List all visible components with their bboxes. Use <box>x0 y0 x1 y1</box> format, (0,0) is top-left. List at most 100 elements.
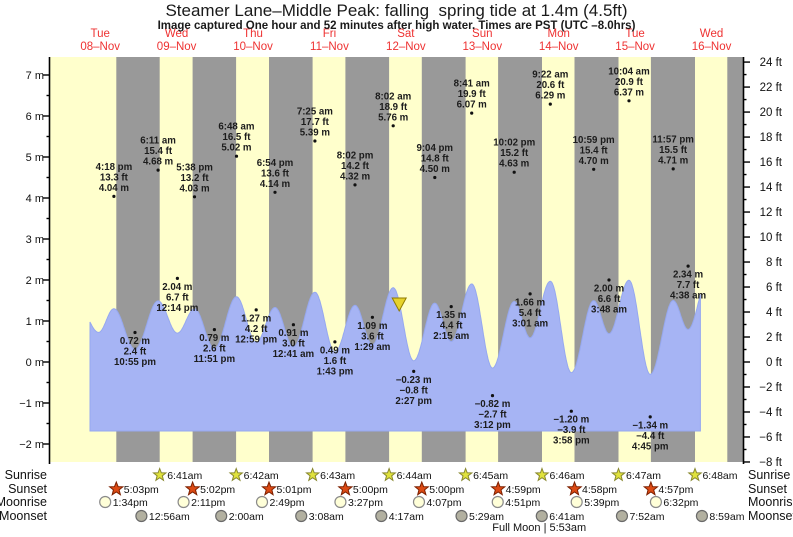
moonset-icon <box>135 509 148 523</box>
sunrise-time: 6:43am <box>320 470 355 482</box>
day-name: Thu <box>243 28 263 40</box>
tide-annotation: 8:02 am <box>375 91 411 102</box>
day-date: 11–Nov <box>310 41 349 53</box>
tide-point-group: 1.35 m4.4 ft2:15 am <box>433 305 470 342</box>
right-tick-label: 18 ft <box>760 132 783 144</box>
row-label-moonset-right: Moonset <box>748 509 793 523</box>
tide-point-group: −1.34 m−4.4 ft4:45 pm <box>632 415 669 452</box>
tide-annotation: 4.03 m <box>179 183 210 194</box>
tide-annotation: 10:55 pm <box>114 357 156 368</box>
right-tick-label: 24 ft <box>760 57 783 69</box>
moonset-icon <box>535 509 548 523</box>
moonrise-time: 4:51pm <box>505 497 540 509</box>
day-name: Sat <box>397 28 415 40</box>
right-tick-label: −4 ft <box>759 407 783 419</box>
tide-annotation: 0.49 m <box>320 345 351 356</box>
tide-annotation: 4:38 am <box>670 291 706 302</box>
day-name: Fri <box>323 28 336 40</box>
tide-point <box>592 167 596 171</box>
tide-point <box>133 330 137 335</box>
moonset-time: 12:56am <box>149 511 190 523</box>
tide-annotation: −4.4 ft <box>636 431 665 442</box>
tide-annotation: −0.82 m <box>475 399 511 410</box>
tide-annotation: 6.6 ft <box>598 294 621 305</box>
tide-point <box>333 340 337 344</box>
tide-annotation: 5.39 m <box>300 128 331 139</box>
day-name: Mon <box>548 28 570 40</box>
right-tick-label: 0 ft <box>766 357 783 369</box>
tide-point-group: 1.66 m5.4 ft3:01 am <box>512 292 549 329</box>
moonrise-icon <box>649 495 663 509</box>
day-date: 14–Nov <box>539 41 579 53</box>
tide-annotation: 3:58 pm <box>553 436 590 447</box>
row-label-sunrise-right: Sunrise <box>748 468 790 482</box>
tide-annotation: 10:04 am <box>608 66 650 77</box>
right-tick-label: 10 ft <box>760 232 783 244</box>
tide-point <box>569 409 573 413</box>
day-date: 10–Nov <box>233 41 273 53</box>
right-tick-label: 16 ft <box>760 157 783 169</box>
tide-annotation: −0.23 m <box>396 375 432 386</box>
sunset-time: 4:59pm <box>506 484 541 496</box>
sunrise-time: 6:44am <box>397 470 432 482</box>
tide-annotation: 6.37 m <box>614 87 645 98</box>
moonrise-icon <box>177 495 190 509</box>
tide-curve-area <box>89 279 701 432</box>
sunrise-time: 6:41am <box>167 470 202 482</box>
left-tick-label: 2 m <box>26 275 44 287</box>
sunrise-icon <box>381 467 397 482</box>
left-tick-label: 6 m <box>26 111 44 123</box>
tide-annotation: 4.2 ft <box>245 324 268 335</box>
tide-point <box>156 168 160 172</box>
tide-annotation: 1.6 ft <box>324 356 347 367</box>
sunrise-icon <box>305 467 321 482</box>
tide-point <box>686 264 690 268</box>
tide-point-group: −1.20 m−3.9 ft3:58 pm <box>553 409 590 447</box>
tide-annotation: 7.7 ft <box>677 280 700 291</box>
tide-annotation: 12:59 pm <box>235 334 277 345</box>
sunrise-icon <box>687 467 703 482</box>
tide-annotation: 2:27 pm <box>395 396 432 407</box>
day-name: Wed <box>165 28 188 40</box>
left-axis-ticks: −2 m −1 m 0 m 1 m 2 m 3 m 4 m 5 m 6 m 7 m <box>19 70 50 451</box>
tide-annotation: 2.4 ft <box>124 346 147 357</box>
tide-annotation: 10:59 pm <box>573 135 615 146</box>
right-tick-label: 20 ft <box>760 107 783 119</box>
tide-point <box>548 102 552 106</box>
tide-annotation: 8:02 pm <box>337 150 374 161</box>
tide-point <box>175 276 179 280</box>
tide-point <box>433 175 437 180</box>
moonrise-time: 2:11pm <box>191 497 225 509</box>
tide-annotation: −2.7 ft <box>478 410 507 421</box>
sunrise-time: 6:46am <box>550 470 585 482</box>
tide-point <box>412 369 416 373</box>
astro-row-moonset: Moonset Moonset 12:56am 2:00am 3:08am 4:17am 5… <box>0 509 793 523</box>
tide-annotation: 1:29 am <box>354 342 390 353</box>
right-tick-label: 6 ft <box>766 282 783 294</box>
page-subtitle: Image captured One hour and 52 minutes a… <box>157 20 636 32</box>
tide-annotation: 4:45 pm <box>632 441 669 452</box>
moonrise-icon <box>412 495 426 509</box>
tide-point <box>313 139 317 143</box>
left-tick-label: 7 m <box>26 70 44 82</box>
tide-annotation: 0.72 m <box>120 336 151 347</box>
sunset-time: 4:58pm <box>582 484 617 496</box>
moonrise-time: 4:07pm <box>426 497 461 509</box>
sunrise-time: 6:48am <box>702 470 737 482</box>
tide-annotation: 1.09 m <box>357 321 388 332</box>
